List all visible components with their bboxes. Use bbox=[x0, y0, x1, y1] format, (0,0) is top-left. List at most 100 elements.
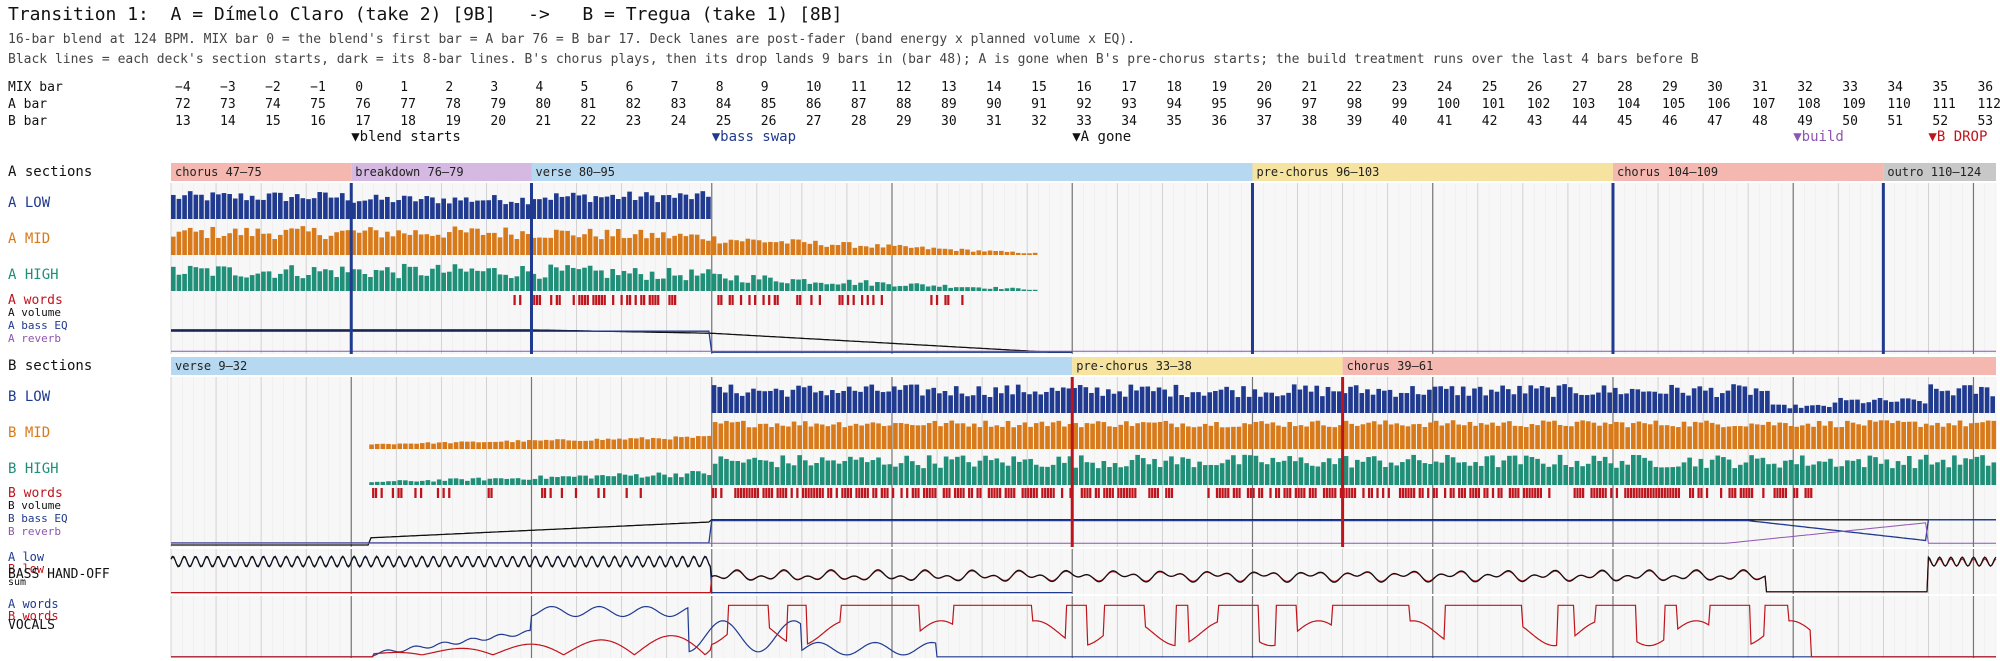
ruler-mix-tick: 35 bbox=[1932, 80, 1948, 95]
b-low-bar bbox=[1855, 399, 1860, 413]
ruler-b-tick: 25 bbox=[716, 114, 732, 129]
b-low-bar bbox=[1579, 394, 1584, 413]
b-low-bar bbox=[1443, 388, 1449, 413]
a-mid-bar bbox=[565, 230, 570, 255]
b-high-bar bbox=[690, 470, 695, 485]
a-high-bar bbox=[925, 286, 931, 291]
b-low-bar bbox=[1748, 394, 1753, 413]
a-low-bar bbox=[182, 195, 187, 219]
ruler-mix-tick: 6 bbox=[626, 80, 634, 95]
a-low-bar bbox=[475, 200, 480, 219]
b-low-bar bbox=[1010, 394, 1015, 413]
ruler-b-tick: 48 bbox=[1752, 114, 1768, 129]
b-mid-bar bbox=[1349, 423, 1354, 449]
lane-label-reverb: B reverb bbox=[8, 525, 61, 538]
a-mid-bar bbox=[599, 239, 604, 255]
b-word-tick bbox=[1491, 488, 1495, 498]
a-mid-bar bbox=[537, 237, 542, 255]
b-low-bar bbox=[1393, 396, 1398, 413]
b-word-tick bbox=[1362, 488, 1365, 498]
b-mid-bar bbox=[1681, 421, 1687, 449]
b-word-tick bbox=[959, 488, 962, 498]
a-high-bar bbox=[210, 275, 216, 291]
b-low-bar bbox=[1945, 390, 1950, 413]
vocals-b-words-curve bbox=[171, 604, 1996, 658]
b-high-bar bbox=[1112, 463, 1118, 485]
a-mid-bar bbox=[452, 226, 458, 255]
b-word-tick bbox=[1106, 488, 1109, 498]
b-low-bar bbox=[745, 392, 751, 413]
b-low-bar bbox=[1567, 387, 1573, 413]
a-low-bar bbox=[537, 199, 542, 219]
a-mid-bar bbox=[931, 247, 937, 255]
b-mid-bar bbox=[1991, 420, 1997, 449]
b-high-bar bbox=[1833, 466, 1839, 485]
b-high-bar bbox=[1315, 466, 1321, 485]
a-mid-bar bbox=[272, 238, 278, 255]
a-mid-bar bbox=[1004, 251, 1010, 255]
a-mid-bar bbox=[430, 235, 435, 255]
b-word-tick bbox=[1156, 488, 1159, 498]
b-high-bar bbox=[1326, 458, 1332, 485]
b-mid-bar bbox=[825, 426, 831, 449]
b-high-bar bbox=[791, 465, 797, 485]
b-word-tick bbox=[1677, 488, 1681, 498]
b-word-tick bbox=[928, 488, 931, 498]
b-mid-bar bbox=[1050, 422, 1056, 449]
a-word-tick bbox=[838, 295, 841, 305]
a-high-bar bbox=[649, 271, 655, 291]
b-high-bar bbox=[1918, 459, 1923, 485]
b-mid-bar bbox=[425, 442, 431, 449]
ruler-mix-tick: 28 bbox=[1617, 80, 1633, 95]
a-high-bar bbox=[1021, 289, 1027, 291]
a-mid-bar bbox=[238, 235, 244, 255]
b-high-bar bbox=[1428, 463, 1433, 485]
b-mid-bar bbox=[893, 423, 898, 449]
b-word-tick bbox=[976, 488, 979, 498]
b-low-bar bbox=[1804, 405, 1810, 413]
b-high-bar bbox=[926, 455, 932, 485]
b-low-bar bbox=[965, 396, 970, 413]
b-mid-bar bbox=[1653, 420, 1659, 449]
b-mid-bar bbox=[1715, 424, 1721, 449]
a-word-tick bbox=[753, 295, 757, 305]
b-high-bar bbox=[1788, 459, 1794, 485]
b-mid-bar bbox=[690, 437, 695, 449]
b-high-bar bbox=[1766, 464, 1771, 485]
a-high-bar bbox=[903, 285, 908, 291]
a-high-bar bbox=[841, 283, 846, 291]
b-word-tick bbox=[739, 488, 743, 498]
b-word-tick bbox=[1629, 488, 1633, 498]
b-word-tick bbox=[815, 488, 819, 498]
b-low-bar bbox=[858, 391, 863, 413]
a-mid-bar bbox=[373, 230, 379, 255]
b-mid-bar bbox=[1028, 426, 1033, 449]
a-mid-bar bbox=[807, 243, 813, 255]
b-high-bar bbox=[543, 478, 549, 485]
b-mid-bar bbox=[1974, 422, 1980, 449]
a-mid-bar bbox=[632, 234, 638, 255]
b-low-bar bbox=[1703, 390, 1708, 413]
b-word-tick bbox=[990, 488, 993, 498]
a-high-bar bbox=[249, 275, 255, 291]
b-mid-bar bbox=[983, 420, 988, 449]
b-high-bar bbox=[1591, 455, 1597, 485]
b-low-bar bbox=[1117, 391, 1122, 413]
a-low-bar bbox=[447, 203, 452, 219]
b-word-tick bbox=[827, 488, 830, 498]
b-mid-bar bbox=[1293, 426, 1298, 449]
ruler-a-tick: 77 bbox=[400, 97, 416, 112]
b-high-bar bbox=[864, 462, 870, 485]
a-word-tick bbox=[620, 295, 623, 305]
a-mid-bar bbox=[255, 228, 261, 255]
b-low-bar bbox=[1528, 385, 1534, 413]
a-low-bar bbox=[683, 194, 689, 219]
b-low-bar bbox=[1241, 386, 1246, 413]
b-mid-bar bbox=[1180, 423, 1186, 449]
b-low-bar bbox=[1455, 395, 1460, 413]
a-high-bar bbox=[582, 267, 587, 291]
b-mid-bar bbox=[408, 443, 414, 449]
b-high-bar bbox=[684, 473, 690, 485]
b-mid-bar bbox=[1242, 423, 1247, 449]
a-mid-bar bbox=[908, 247, 914, 255]
